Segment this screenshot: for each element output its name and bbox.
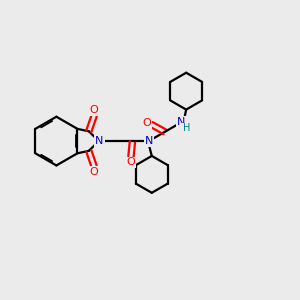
Text: N: N bbox=[177, 117, 186, 127]
Text: O: O bbox=[142, 118, 151, 128]
Text: O: O bbox=[90, 167, 98, 177]
Text: O: O bbox=[127, 158, 135, 167]
Text: O: O bbox=[90, 105, 98, 115]
Text: N: N bbox=[95, 136, 104, 146]
Text: N: N bbox=[145, 136, 153, 146]
Text: H: H bbox=[183, 123, 190, 133]
